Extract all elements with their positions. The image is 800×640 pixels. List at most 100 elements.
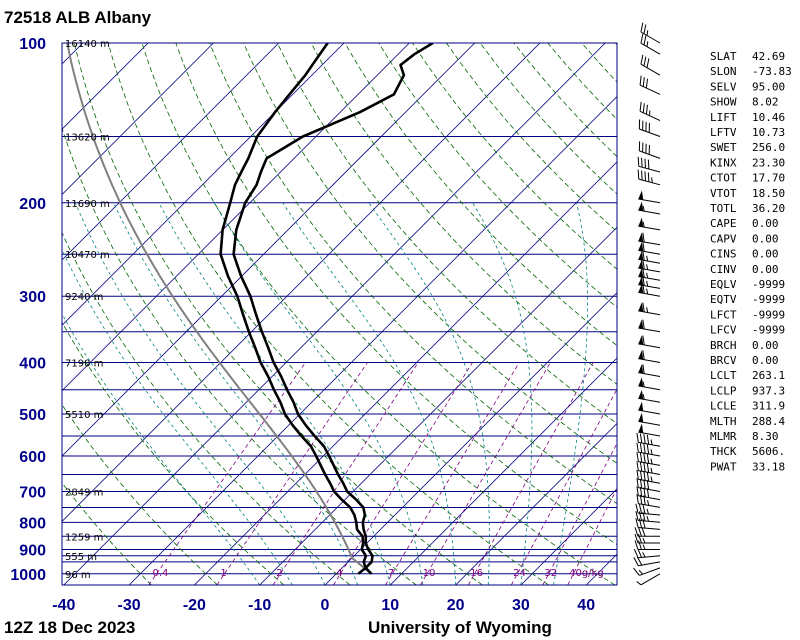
dry-adiabat — [276, 43, 617, 425]
index-name: CAPV — [710, 232, 737, 245]
pressure-tick-label: 100 — [19, 36, 46, 53]
index-value: 0.00 — [752, 263, 779, 276]
dry-adiabat — [73, 43, 483, 585]
wind-barb — [638, 217, 661, 231]
moist-adiabat — [282, 202, 456, 585]
pressure-tick-label: 300 — [19, 289, 46, 306]
index-name: PWAT — [710, 460, 737, 473]
wind-barb — [638, 401, 661, 415]
mixing-ratio-line — [272, 362, 419, 585]
isotherm-line — [63, 43, 606, 585]
wind-barb — [639, 75, 661, 95]
isotherm-line — [390, 357, 617, 585]
temperature-profile — [232, 43, 434, 575]
index-name: CINV — [710, 263, 737, 276]
mixing-ratio-line — [420, 362, 551, 585]
mixing-ratio-line — [510, 388, 617, 585]
mixing-ratio-label: 4 — [336, 568, 342, 579]
sounding-profiles — [66, 43, 434, 575]
wind-barb — [633, 556, 661, 567]
wind-barb — [638, 302, 661, 316]
index-name: KINX — [710, 156, 737, 169]
mixing-ratio-label: 10 — [423, 568, 436, 579]
mixing-ratio-line — [216, 362, 368, 585]
wind-barb — [640, 22, 661, 44]
dry-adiabat — [446, 43, 617, 233]
index-name: SLAT — [710, 50, 737, 63]
wind-barb — [636, 478, 661, 492]
index-value: 10.73 — [752, 126, 785, 139]
height-label: 5510 m — [65, 410, 103, 421]
index-value: 17.70 — [752, 172, 785, 185]
dry-adiabat — [412, 43, 617, 270]
wind-barb — [638, 241, 661, 255]
pressure-axis: 100 200 300 400 500 600 700 800 900 1000 — [10, 36, 46, 584]
index-name: MLMR — [710, 430, 737, 443]
dry-adiabat — [175, 43, 617, 546]
wind-barb — [636, 452, 661, 466]
index-name: TOTL — [710, 202, 737, 215]
pressure-tick-label: 400 — [19, 356, 46, 373]
dry-adiabat — [209, 43, 617, 505]
height-label: 11690 m — [65, 199, 110, 210]
mixing-ratio-line — [148, 362, 306, 585]
temperature-tick-label: -20 — [183, 597, 206, 614]
index-value: 10.46 — [752, 111, 785, 124]
index-name: VTOT — [710, 187, 737, 200]
pressure-tick-label: 700 — [19, 485, 46, 502]
wind-barb — [636, 432, 661, 447]
wind-barb — [638, 259, 661, 273]
isotherm-line — [62, 43, 541, 523]
index-name: CINS — [710, 248, 737, 261]
temperature-tick-label: 10 — [381, 597, 399, 614]
height-label: 9240 m — [65, 292, 103, 303]
diagram-grid — [0, 43, 617, 585]
wind-barb — [636, 442, 661, 457]
moist-adiabat — [368, 202, 490, 585]
moist-adiabat — [75, 202, 326, 585]
index-name: SLON — [710, 65, 737, 78]
observation-time: 12Z 18 Dec 2023 — [4, 618, 135, 637]
mixing-ratio-line — [567, 487, 617, 585]
wind-barb — [634, 533, 660, 544]
index-value: 36.20 — [752, 202, 785, 215]
wind-barb — [638, 250, 661, 264]
height-label: 96 m — [65, 570, 91, 581]
index-value: 8.02 — [752, 96, 779, 109]
index-name: EQLV — [710, 278, 737, 291]
wind-barbs — [633, 22, 661, 586]
temperature-tick-label: -30 — [118, 597, 141, 614]
index-name: MLTH — [710, 415, 737, 428]
mixing-ratio-label: 0.4 — [152, 568, 168, 579]
isotherm-line — [194, 161, 617, 585]
pressure-tick-label: 500 — [19, 407, 46, 424]
index-name: LFCT — [710, 308, 737, 321]
temperature-axis: -40 -30 -20 -10 0 10 20 30 40 — [52, 597, 595, 614]
temperature-tick-label: 40 — [577, 597, 595, 614]
pressure-tick-label: 600 — [19, 449, 46, 466]
index-value: 0.00 — [752, 232, 779, 245]
dry-adiabat — [378, 43, 617, 308]
wind-barb — [636, 469, 661, 484]
mixing-ratio-label: 16 — [470, 568, 483, 579]
isotherm-line — [520, 488, 617, 585]
dry-adiabat — [243, 43, 617, 464]
wind-barb — [633, 567, 661, 576]
mixing-ratio-label: 2 — [276, 568, 282, 579]
isotherm-line — [0, 43, 18, 585]
index-value: 8.30 — [752, 430, 779, 443]
moist-adiabat — [472, 202, 533, 585]
index-name: SELV — [710, 80, 737, 93]
index-value: 0.00 — [752, 217, 779, 230]
wind-barb — [638, 232, 661, 246]
index-value: 95.00 — [752, 80, 785, 93]
index-value: -9999 — [752, 293, 785, 306]
dry-adiabat — [141, 43, 616, 585]
isotherm-line — [128, 96, 617, 585]
isotherm-line — [62, 43, 149, 130]
index-name: SHOW — [710, 96, 737, 109]
index-value: -73.83 — [752, 65, 792, 78]
index-name: CAPE — [710, 217, 737, 230]
height-label: 555 m — [65, 552, 97, 563]
wind-barb — [638, 389, 661, 403]
